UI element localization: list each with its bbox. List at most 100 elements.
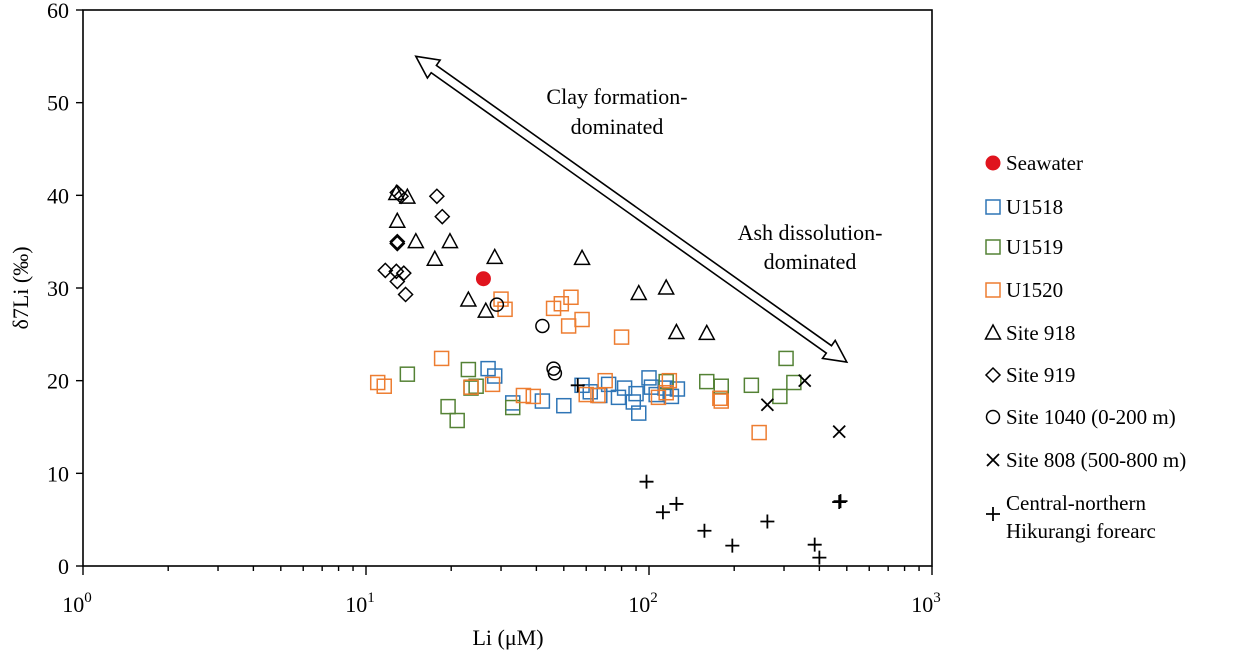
legend-item-site-808-500-800-m: Site 808 (500-800 m)	[986, 448, 1186, 472]
x-tick-label: 102	[628, 590, 658, 617]
point-site-918	[398, 187, 417, 204]
point-central-northern-hikurangi-forearc	[807, 537, 822, 552]
x-tick-label: 103	[911, 590, 941, 617]
point-u1519	[743, 377, 760, 394]
point-u1519	[778, 350, 794, 367]
annotation-clay-line2: dominated	[571, 114, 664, 139]
legend-label: Site 808 (500-800 m)	[1006, 448, 1186, 472]
point-site-918	[698, 323, 716, 341]
point-site-919	[389, 235, 406, 252]
legend-marker-central-northern-hikurangi-forearc	[986, 507, 1000, 521]
legend-label: Site 1040 (0-200 m)	[1006, 405, 1176, 429]
point-u1519	[713, 378, 729, 394]
legend-marker-site-1040-0-200-m	[985, 409, 1001, 425]
point-site-919	[434, 208, 451, 225]
point-u1518	[556, 397, 572, 414]
point-u1520	[433, 350, 450, 367]
point-site-1040-0-200-m	[489, 297, 505, 312]
point-u1520	[597, 372, 613, 389]
point-seawater	[475, 271, 491, 287]
point-site-918	[426, 249, 444, 267]
point-u1519	[504, 399, 521, 416]
point-u1519	[440, 398, 456, 415]
double-arrow	[414, 55, 849, 364]
point-u1520	[563, 289, 579, 306]
point-site-1040-0-200-m	[535, 318, 550, 334]
legend-item-u1520: U1520	[985, 278, 1063, 302]
point-u1518	[486, 368, 503, 384]
point-central-northern-hikurangi-forearc	[570, 378, 585, 393]
point-central-northern-hikurangi-forearc	[833, 494, 848, 509]
legend-item-site-919: Site 919	[984, 363, 1075, 387]
y-tick-label: 10	[47, 461, 69, 486]
point-u1520	[658, 384, 674, 401]
point-u1520	[578, 386, 594, 403]
legend-marker-u1520	[985, 282, 1001, 298]
point-u1520	[713, 393, 729, 409]
point-u1518	[628, 385, 644, 402]
point-site-918	[477, 301, 495, 318]
series-site-919	[377, 184, 451, 303]
y-tick-label: 60	[47, 0, 69, 23]
legend-label: Hikurangi forearc	[1006, 519, 1156, 543]
point-u1519	[772, 388, 788, 405]
point-site-919	[428, 188, 445, 205]
series-u1519	[399, 350, 802, 429]
point-u1518	[616, 380, 633, 396]
legend-marker-u1518	[985, 199, 1001, 215]
point-u1519	[460, 361, 477, 378]
point-u1519	[658, 373, 674, 390]
point-site-918	[388, 211, 407, 229]
y-tick-label: 40	[47, 183, 69, 208]
point-u1520	[376, 378, 392, 394]
point-central-northern-hikurangi-forearc	[639, 474, 654, 489]
point-site-919	[389, 233, 406, 250]
point-site-918	[459, 290, 478, 307]
y-tick-label: 20	[47, 369, 69, 394]
point-central-northern-hikurangi-forearc	[760, 514, 775, 529]
legend-label: U1518	[1006, 195, 1063, 219]
point-u1518	[610, 389, 627, 406]
point-u1520	[751, 424, 767, 441]
point-u1519	[786, 374, 802, 391]
legend: Seawater U1518 U1519 U1520 Site 918 Site 919 S…	[984, 151, 1186, 543]
annotation-ash-line2: dominated	[764, 249, 857, 274]
x-tick-label: 101	[345, 590, 375, 617]
point-u1520	[545, 300, 562, 317]
x-tick-label: 100	[62, 590, 92, 617]
legend-label: Site 918	[1006, 321, 1075, 345]
point-u1519	[399, 366, 416, 382]
point-central-northern-hikurangi-forearc	[655, 505, 670, 520]
data-points	[369, 183, 848, 565]
y-axis-title: δ7Li (‰)	[8, 246, 33, 329]
point-site-919	[389, 273, 406, 290]
point-u1520	[497, 301, 513, 318]
point-site-918	[485, 247, 504, 265]
legend-marker-site-918	[984, 323, 1002, 340]
point-site-918	[657, 278, 675, 295]
point-u1520	[515, 387, 532, 404]
point-u1518	[600, 376, 617, 393]
series-site-808-500-800-m	[760, 374, 846, 439]
point-site-919	[395, 265, 412, 282]
point-site-919	[377, 262, 394, 279]
legend-label: U1519	[1006, 235, 1063, 259]
point-u1518	[641, 370, 657, 386]
point-site-919	[392, 188, 410, 205]
point-u1519	[468, 378, 484, 394]
axis-ticks: 100 101 102 103 0 10 20 30 40 50 60	[47, 0, 941, 617]
series-central-northern-hikurangi-forearc	[570, 378, 848, 565]
point-central-northern-hikurangi-forearc	[697, 523, 712, 538]
point-u1518	[534, 393, 551, 409]
point-site-918	[573, 248, 591, 266]
legend-label: Site 919	[1006, 363, 1075, 387]
point-u1520	[613, 329, 630, 345]
annotations: Clay formation- dominated Ash dissolutio…	[546, 84, 882, 274]
legend-marker-u1519	[985, 239, 1001, 255]
point-u1520	[560, 318, 577, 334]
legend-item-site-918: Site 918	[984, 321, 1075, 345]
point-site-808-500-800-m	[760, 398, 775, 412]
point-u1518	[625, 394, 642, 410]
